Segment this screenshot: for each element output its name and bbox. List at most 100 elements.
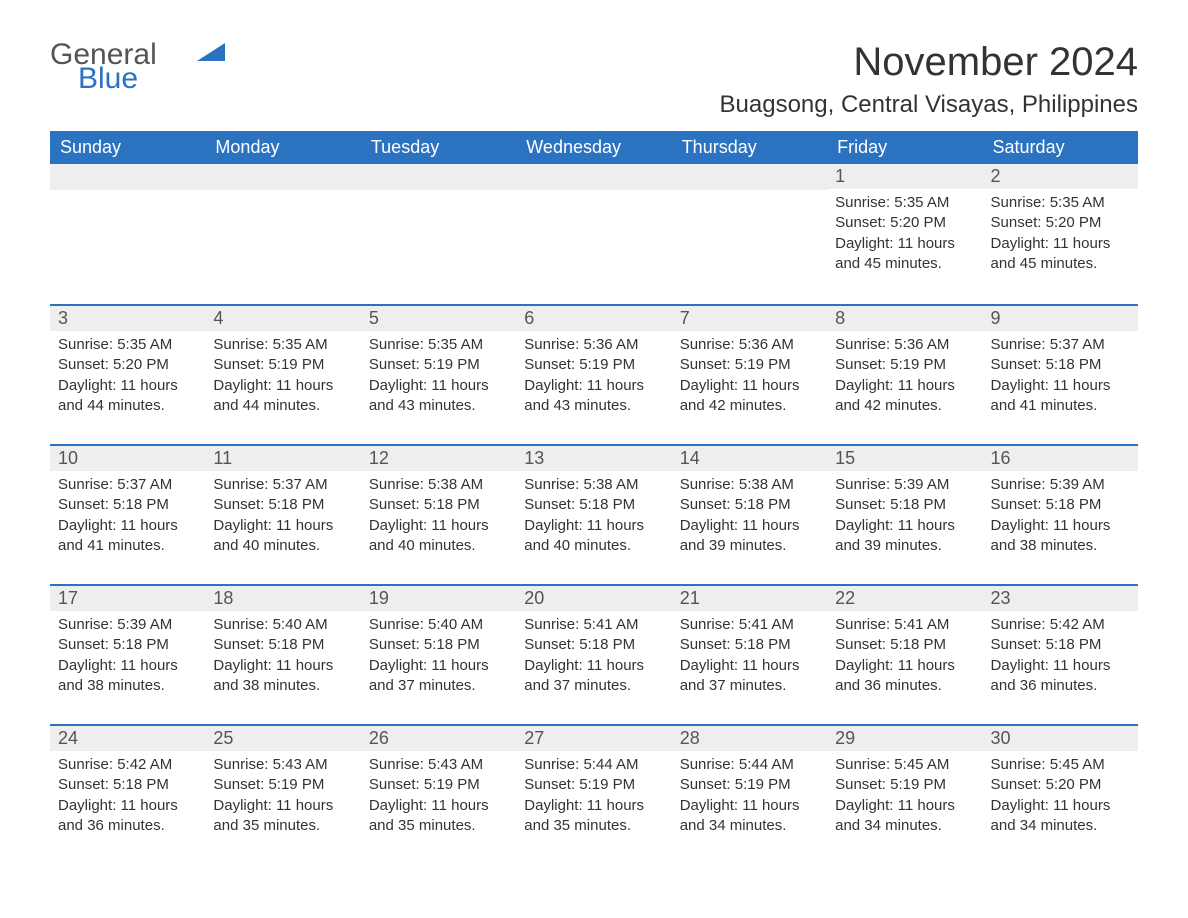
sunset-text: Sunset: 5:19 PM: [213, 355, 352, 375]
weekday-header: Thursday: [672, 131, 827, 164]
day-body: Sunrise: 5:35 AMSunset: 5:20 PMDaylight:…: [983, 189, 1138, 282]
sunrise-text: Sunrise: 5:39 AM: [991, 475, 1130, 495]
sunrise-text: Sunrise: 5:35 AM: [991, 193, 1130, 213]
calendar-week-row: 10Sunrise: 5:37 AMSunset: 5:18 PMDayligh…: [50, 444, 1138, 584]
daylight-text: Daylight: 11 hours and 39 minutes.: [680, 516, 819, 557]
daylight-text: Daylight: 11 hours and 40 minutes.: [369, 516, 508, 557]
weekday-header: Sunday: [50, 131, 205, 164]
day-body: Sunrise: 5:44 AMSunset: 5:19 PMDaylight:…: [672, 751, 827, 844]
sunset-text: Sunset: 5:19 PM: [835, 355, 974, 375]
calendar-week-row: 1Sunrise: 5:35 AMSunset: 5:20 PMDaylight…: [50, 164, 1138, 304]
day-body: Sunrise: 5:41 AMSunset: 5:18 PMDaylight:…: [672, 611, 827, 704]
calendar-day-cell: 15Sunrise: 5:39 AMSunset: 5:18 PMDayligh…: [827, 444, 982, 584]
daylight-text: Daylight: 11 hours and 45 minutes.: [835, 234, 974, 275]
day-body: Sunrise: 5:35 AMSunset: 5:19 PMDaylight:…: [205, 331, 360, 424]
day-body: Sunrise: 5:41 AMSunset: 5:18 PMDaylight:…: [516, 611, 671, 704]
day-number: 30: [983, 724, 1138, 751]
weekday-header-row: Sunday Monday Tuesday Wednesday Thursday…: [50, 131, 1138, 164]
day-number: 16: [983, 444, 1138, 471]
sunrise-text: Sunrise: 5:38 AM: [369, 475, 508, 495]
day-number: 11: [205, 444, 360, 471]
calendar-day-cell: 26Sunrise: 5:43 AMSunset: 5:19 PMDayligh…: [361, 724, 516, 864]
day-body: Sunrise: 5:35 AMSunset: 5:19 PMDaylight:…: [361, 331, 516, 424]
calendar-day-cell: [361, 164, 516, 304]
sunrise-text: Sunrise: 5:36 AM: [524, 335, 663, 355]
day-number: 13: [516, 444, 671, 471]
daylight-text: Daylight: 11 hours and 37 minutes.: [680, 656, 819, 697]
day-number: 19: [361, 584, 516, 611]
day-body: Sunrise: 5:42 AMSunset: 5:18 PMDaylight:…: [50, 751, 205, 844]
sunset-text: Sunset: 5:18 PM: [58, 775, 197, 795]
empty-day-strip: [50, 164, 205, 190]
day-number: 5: [361, 304, 516, 331]
sunset-text: Sunset: 5:18 PM: [369, 635, 508, 655]
sunset-text: Sunset: 5:18 PM: [213, 495, 352, 515]
sunset-text: Sunset: 5:19 PM: [369, 775, 508, 795]
sunset-text: Sunset: 5:18 PM: [524, 495, 663, 515]
calendar-day-cell: 2Sunrise: 5:35 AMSunset: 5:20 PMDaylight…: [983, 164, 1138, 304]
day-body: Sunrise: 5:38 AMSunset: 5:18 PMDaylight:…: [516, 471, 671, 564]
weekday-header: Friday: [827, 131, 982, 164]
empty-day-strip: [516, 164, 671, 190]
day-number: 7: [672, 304, 827, 331]
day-body: Sunrise: 5:45 AMSunset: 5:19 PMDaylight:…: [827, 751, 982, 844]
calendar-day-cell: 30Sunrise: 5:45 AMSunset: 5:20 PMDayligh…: [983, 724, 1138, 864]
daylight-text: Daylight: 11 hours and 36 minutes.: [991, 656, 1130, 697]
day-number: 14: [672, 444, 827, 471]
calendar-day-cell: 7Sunrise: 5:36 AMSunset: 5:19 PMDaylight…: [672, 304, 827, 444]
day-number: 1: [827, 164, 982, 189]
calendar-day-cell: 24Sunrise: 5:42 AMSunset: 5:18 PMDayligh…: [50, 724, 205, 864]
calendar-day-cell: 25Sunrise: 5:43 AMSunset: 5:19 PMDayligh…: [205, 724, 360, 864]
calendar-table: Sunday Monday Tuesday Wednesday Thursday…: [50, 131, 1138, 864]
day-body: Sunrise: 5:43 AMSunset: 5:19 PMDaylight:…: [205, 751, 360, 844]
day-number: 20: [516, 584, 671, 611]
daylight-text: Daylight: 11 hours and 38 minutes.: [213, 656, 352, 697]
day-number: 10: [50, 444, 205, 471]
calendar-week-row: 17Sunrise: 5:39 AMSunset: 5:18 PMDayligh…: [50, 584, 1138, 724]
sunrise-text: Sunrise: 5:40 AM: [213, 615, 352, 635]
day-number: 21: [672, 584, 827, 611]
calendar-day-cell: 3Sunrise: 5:35 AMSunset: 5:20 PMDaylight…: [50, 304, 205, 444]
daylight-text: Daylight: 11 hours and 40 minutes.: [524, 516, 663, 557]
day-body: Sunrise: 5:38 AMSunset: 5:18 PMDaylight:…: [361, 471, 516, 564]
day-body: Sunrise: 5:35 AMSunset: 5:20 PMDaylight:…: [827, 189, 982, 282]
calendar-day-cell: 16Sunrise: 5:39 AMSunset: 5:18 PMDayligh…: [983, 444, 1138, 584]
calendar-week-row: 3Sunrise: 5:35 AMSunset: 5:20 PMDaylight…: [50, 304, 1138, 444]
daylight-text: Daylight: 11 hours and 40 minutes.: [213, 516, 352, 557]
calendar-day-cell: 8Sunrise: 5:36 AMSunset: 5:19 PMDaylight…: [827, 304, 982, 444]
calendar-day-cell: 27Sunrise: 5:44 AMSunset: 5:19 PMDayligh…: [516, 724, 671, 864]
page-title: November 2024: [720, 40, 1138, 85]
sunrise-text: Sunrise: 5:44 AM: [524, 755, 663, 775]
sunrise-text: Sunrise: 5:45 AM: [835, 755, 974, 775]
calendar-day-cell: 14Sunrise: 5:38 AMSunset: 5:18 PMDayligh…: [672, 444, 827, 584]
daylight-text: Daylight: 11 hours and 41 minutes.: [991, 376, 1130, 417]
sunset-text: Sunset: 5:19 PM: [680, 775, 819, 795]
empty-day-strip: [672, 164, 827, 190]
sunrise-text: Sunrise: 5:35 AM: [835, 193, 974, 213]
daylight-text: Daylight: 11 hours and 34 minutes.: [835, 796, 974, 837]
logo-text: General Blue: [50, 40, 157, 94]
day-body: Sunrise: 5:42 AMSunset: 5:18 PMDaylight:…: [983, 611, 1138, 704]
daylight-text: Daylight: 11 hours and 41 minutes.: [58, 516, 197, 557]
daylight-text: Daylight: 11 hours and 36 minutes.: [58, 796, 197, 837]
calendar-week-row: 24Sunrise: 5:42 AMSunset: 5:18 PMDayligh…: [50, 724, 1138, 864]
calendar-day-cell: 11Sunrise: 5:37 AMSunset: 5:18 PMDayligh…: [205, 444, 360, 584]
daylight-text: Daylight: 11 hours and 42 minutes.: [680, 376, 819, 417]
sunset-text: Sunset: 5:18 PM: [835, 635, 974, 655]
header: General Blue November 2024 Buagsong, Cen…: [50, 40, 1138, 119]
calendar-day-cell: 10Sunrise: 5:37 AMSunset: 5:18 PMDayligh…: [50, 444, 205, 584]
sunset-text: Sunset: 5:18 PM: [213, 635, 352, 655]
daylight-text: Daylight: 11 hours and 39 minutes.: [835, 516, 974, 557]
day-number: 17: [50, 584, 205, 611]
sunset-text: Sunset: 5:18 PM: [680, 495, 819, 515]
day-body: Sunrise: 5:37 AMSunset: 5:18 PMDaylight:…: [50, 471, 205, 564]
calendar-day-cell: 28Sunrise: 5:44 AMSunset: 5:19 PMDayligh…: [672, 724, 827, 864]
day-body: Sunrise: 5:39 AMSunset: 5:18 PMDaylight:…: [983, 471, 1138, 564]
sunrise-text: Sunrise: 5:42 AM: [991, 615, 1130, 635]
calendar-day-cell: 5Sunrise: 5:35 AMSunset: 5:19 PMDaylight…: [361, 304, 516, 444]
day-number: 4: [205, 304, 360, 331]
calendar-body: 1Sunrise: 5:35 AMSunset: 5:20 PMDaylight…: [50, 164, 1138, 864]
day-body: Sunrise: 5:43 AMSunset: 5:19 PMDaylight:…: [361, 751, 516, 844]
day-body: Sunrise: 5:37 AMSunset: 5:18 PMDaylight:…: [983, 331, 1138, 424]
daylight-text: Daylight: 11 hours and 43 minutes.: [369, 376, 508, 417]
